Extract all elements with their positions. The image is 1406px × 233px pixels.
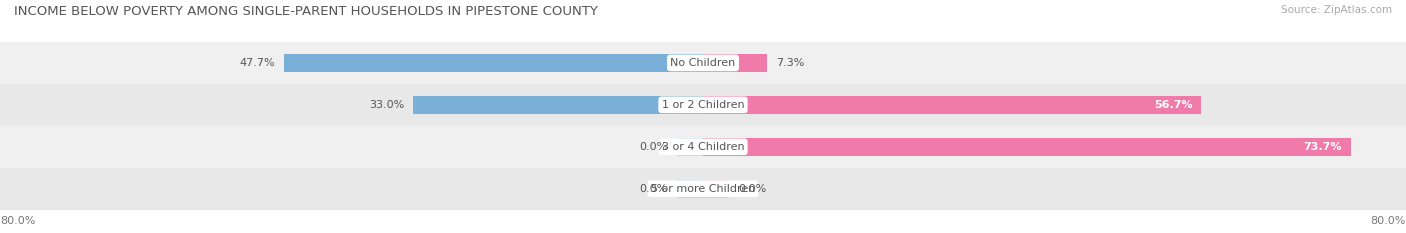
- Text: 56.7%: 56.7%: [1154, 100, 1192, 110]
- Text: Source: ZipAtlas.com: Source: ZipAtlas.com: [1281, 5, 1392, 15]
- Text: 80.0%: 80.0%: [1371, 216, 1406, 226]
- Bar: [0, 126, 1406, 168]
- Text: 0.0%: 0.0%: [640, 142, 668, 152]
- Bar: [0, 42, 1406, 84]
- Bar: [676, 138, 703, 156]
- Bar: [703, 54, 768, 72]
- Text: 80.0%: 80.0%: [0, 216, 35, 226]
- Text: INCOME BELOW POVERTY AMONG SINGLE-PARENT HOUSEHOLDS IN PIPESTONE COUNTY: INCOME BELOW POVERTY AMONG SINGLE-PARENT…: [14, 5, 598, 18]
- Bar: [703, 180, 730, 198]
- Text: 0.0%: 0.0%: [640, 184, 668, 194]
- Text: 73.7%: 73.7%: [1303, 142, 1341, 152]
- Bar: [284, 54, 703, 72]
- Text: No Children: No Children: [671, 58, 735, 68]
- Text: 33.0%: 33.0%: [368, 100, 405, 110]
- Bar: [703, 96, 1201, 114]
- Text: 3 or 4 Children: 3 or 4 Children: [662, 142, 744, 152]
- Bar: [703, 138, 1351, 156]
- Bar: [413, 96, 703, 114]
- Text: 47.7%: 47.7%: [239, 58, 276, 68]
- Text: 0.0%: 0.0%: [738, 184, 766, 194]
- Text: 1 or 2 Children: 1 or 2 Children: [662, 100, 744, 110]
- Bar: [0, 84, 1406, 126]
- Text: 7.3%: 7.3%: [776, 58, 804, 68]
- Bar: [676, 180, 703, 198]
- Text: 5 or more Children: 5 or more Children: [651, 184, 755, 194]
- Bar: [0, 168, 1406, 210]
